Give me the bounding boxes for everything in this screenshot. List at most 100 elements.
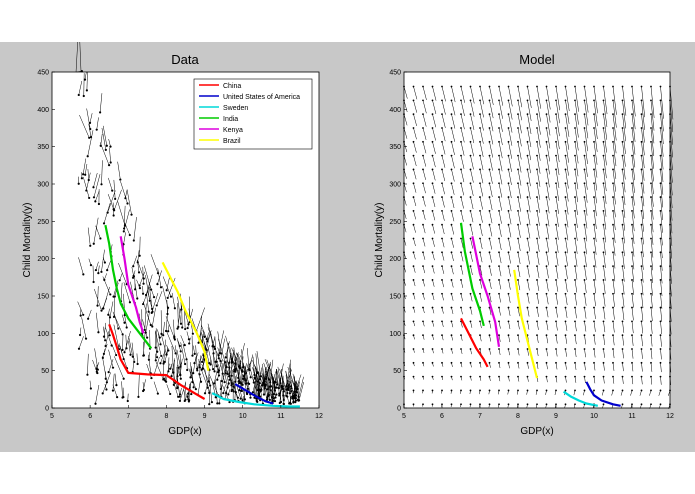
vector-base [555,223,557,226]
vector-base [564,99,567,102]
vector-base [517,403,519,406]
vector-base [162,378,165,381]
vector-base [631,306,633,309]
vector-arrow [479,293,482,302]
vector-base [555,320,557,323]
vector-base [650,182,652,185]
vector-base [460,375,462,378]
vector-arrow [641,114,645,143]
vector-arrow [584,183,588,203]
vector-base [422,196,424,198]
vector-arrow [113,280,119,297]
vector-base [422,361,424,364]
vector-base [583,306,586,309]
vector-arrow [565,376,567,383]
vector-base [173,338,176,341]
vector-arrow [413,293,416,300]
vector-base [555,140,557,143]
vector-base [208,391,211,394]
vector-arrow [546,210,550,227]
vector-arrow [255,370,258,382]
vector-base [441,196,443,198]
y-tick-label: 450 [389,70,401,77]
vector-arrow [175,345,179,368]
vector-arrow [97,286,99,306]
vector-arrow [441,266,445,274]
vector-arrow [612,321,615,333]
vector-base [422,140,424,143]
vector-base [149,323,152,327]
vector-arrow [669,224,673,246]
vector-base [412,251,415,254]
vector-base [166,296,169,299]
vector-base [631,251,633,254]
vector-base [564,403,567,406]
vector-base [574,292,576,295]
vector-arrow [527,169,531,187]
vector-arrow [622,197,626,218]
vector-base [650,361,652,364]
vector-arrow [489,127,494,145]
vector-base [574,375,576,378]
vector-base [640,375,643,378]
vector-base [256,371,259,374]
vector-arrow [237,366,241,378]
vector-base [593,85,595,88]
vector-base [150,376,153,380]
vector-arrow [527,224,531,239]
vector-arrow [612,183,616,205]
vector-base [422,320,424,323]
vector-base [412,154,415,157]
vector-arrow [413,141,417,153]
vector-base [517,209,519,212]
vector-base [450,99,453,102]
vector-arrow [546,127,551,149]
vector-base [412,361,415,364]
vector-base [602,279,605,281]
vector-arrow [660,279,663,297]
vector-base [186,395,189,398]
vector-arrow [565,307,568,318]
vector-base [583,182,586,185]
vector-arrow [460,183,465,196]
vector-base [621,127,624,129]
vector-base [412,389,415,392]
vector-arrow [546,141,551,162]
vector-arrow [139,271,146,286]
vector-base [141,292,145,295]
vector-arrow [114,356,124,379]
vector-base [555,375,557,378]
vector-arrow [451,266,454,275]
x-tick-label: 11 [277,413,284,420]
vector-arrow [87,309,92,319]
vector-base [179,350,182,353]
vector-base [441,320,443,323]
vector-base [83,78,87,81]
vector-base [227,393,230,396]
vector-arrow [498,307,501,316]
y-tick-label: 150 [37,294,49,301]
vector-arrow [489,252,492,263]
vector-base [498,99,500,102]
vector-base [412,320,415,323]
vector-arrow [441,86,446,102]
vector-base [274,396,277,399]
y-tick-label: 150 [389,294,401,301]
vector-base [162,334,165,337]
vector-base [631,292,633,295]
vector-base [640,223,643,226]
vector-arrow [565,321,568,331]
vector-base [158,336,161,339]
vector-arrow [413,279,416,287]
vector-arrow [650,279,653,296]
x-tick-label: 7 [126,413,130,420]
vector-arrow [555,293,558,305]
x-tick-label: 9 [203,413,207,420]
vector-arrow [432,86,437,101]
vector-base [187,398,190,401]
vector-arrow [565,169,569,189]
vector-arrow [132,358,135,373]
vector-arrow [112,374,115,391]
vector-base [186,368,189,372]
vector-base [403,251,405,254]
